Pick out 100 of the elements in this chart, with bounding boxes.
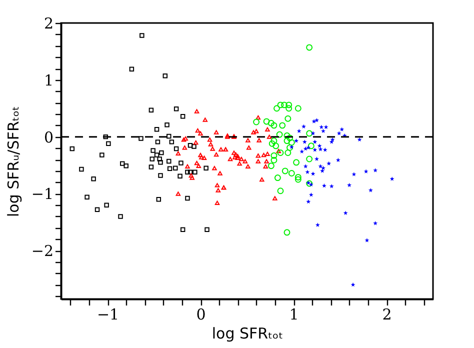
point (167, 166, 172, 172)
y-tick-label: −2 (31, 242, 54, 260)
point (84, 194, 90, 200)
point (322, 183, 326, 188)
point (169, 140, 174, 144)
point (306, 145, 311, 150)
point (302, 124, 306, 128)
point (357, 137, 362, 142)
point (373, 220, 378, 226)
point (303, 164, 308, 168)
point (288, 139, 295, 146)
point (336, 158, 340, 162)
point (329, 184, 334, 188)
point (318, 164, 323, 168)
point (312, 140, 318, 144)
point (188, 142, 193, 148)
point (154, 127, 160, 132)
point (100, 152, 104, 158)
point (324, 124, 328, 130)
point (158, 160, 163, 165)
x-axis-title: log SFRₜₒₜ (212, 324, 284, 342)
point (306, 199, 311, 204)
point (268, 162, 274, 170)
y-tick-label: −1 (31, 185, 54, 204)
point (286, 102, 292, 108)
point (368, 188, 373, 192)
point (364, 238, 370, 242)
point (204, 166, 208, 170)
point (286, 144, 294, 151)
point (166, 134, 172, 139)
point (284, 132, 290, 139)
point (162, 74, 168, 78)
point (272, 142, 280, 150)
point (174, 146, 179, 152)
point (150, 156, 155, 162)
point (253, 118, 260, 126)
point (276, 131, 283, 138)
point (347, 182, 352, 188)
point (268, 140, 276, 147)
point (312, 119, 316, 124)
point (284, 138, 290, 144)
point (277, 188, 284, 194)
point (294, 105, 302, 112)
point (70, 146, 75, 152)
point (340, 127, 344, 132)
point (284, 229, 290, 236)
point (321, 166, 326, 170)
point (284, 115, 292, 122)
point (373, 168, 378, 172)
point (294, 138, 299, 143)
point (308, 192, 314, 197)
point (178, 160, 184, 166)
point (294, 176, 302, 183)
point (270, 152, 278, 159)
point (317, 144, 322, 148)
point (79, 166, 84, 172)
point (320, 168, 325, 173)
point (138, 136, 144, 141)
point (286, 105, 292, 112)
point (318, 146, 323, 152)
point (185, 196, 190, 201)
point (148, 164, 154, 170)
point (277, 102, 284, 108)
point (288, 170, 295, 176)
point (336, 131, 342, 136)
point (91, 176, 96, 182)
point (308, 182, 314, 187)
point (148, 108, 154, 112)
point (286, 134, 294, 142)
point (294, 174, 302, 180)
point (192, 170, 198, 174)
point (180, 114, 186, 119)
y-tick-label: 1 (44, 71, 54, 90)
point (129, 66, 134, 72)
point (166, 158, 172, 164)
point (312, 148, 318, 152)
point (329, 140, 334, 144)
point (274, 105, 280, 112)
point (263, 118, 270, 125)
point (188, 170, 193, 174)
point (174, 106, 179, 112)
point (350, 282, 356, 287)
point (282, 168, 288, 174)
point (306, 156, 313, 162)
point (314, 118, 319, 122)
point (322, 148, 328, 152)
point (150, 148, 156, 153)
x-tick-label: −1 (96, 306, 120, 324)
point (104, 202, 109, 208)
y-axis-title: log SFRᵤ/SFRₜₒₜ (4, 106, 22, 217)
point (310, 131, 316, 136)
point (154, 152, 160, 158)
point (94, 207, 100, 212)
point (155, 140, 160, 144)
point (280, 102, 288, 108)
point (310, 171, 316, 176)
x-tick-label: 2 (382, 306, 392, 324)
point (306, 130, 313, 137)
point (321, 128, 326, 134)
point (314, 156, 319, 161)
